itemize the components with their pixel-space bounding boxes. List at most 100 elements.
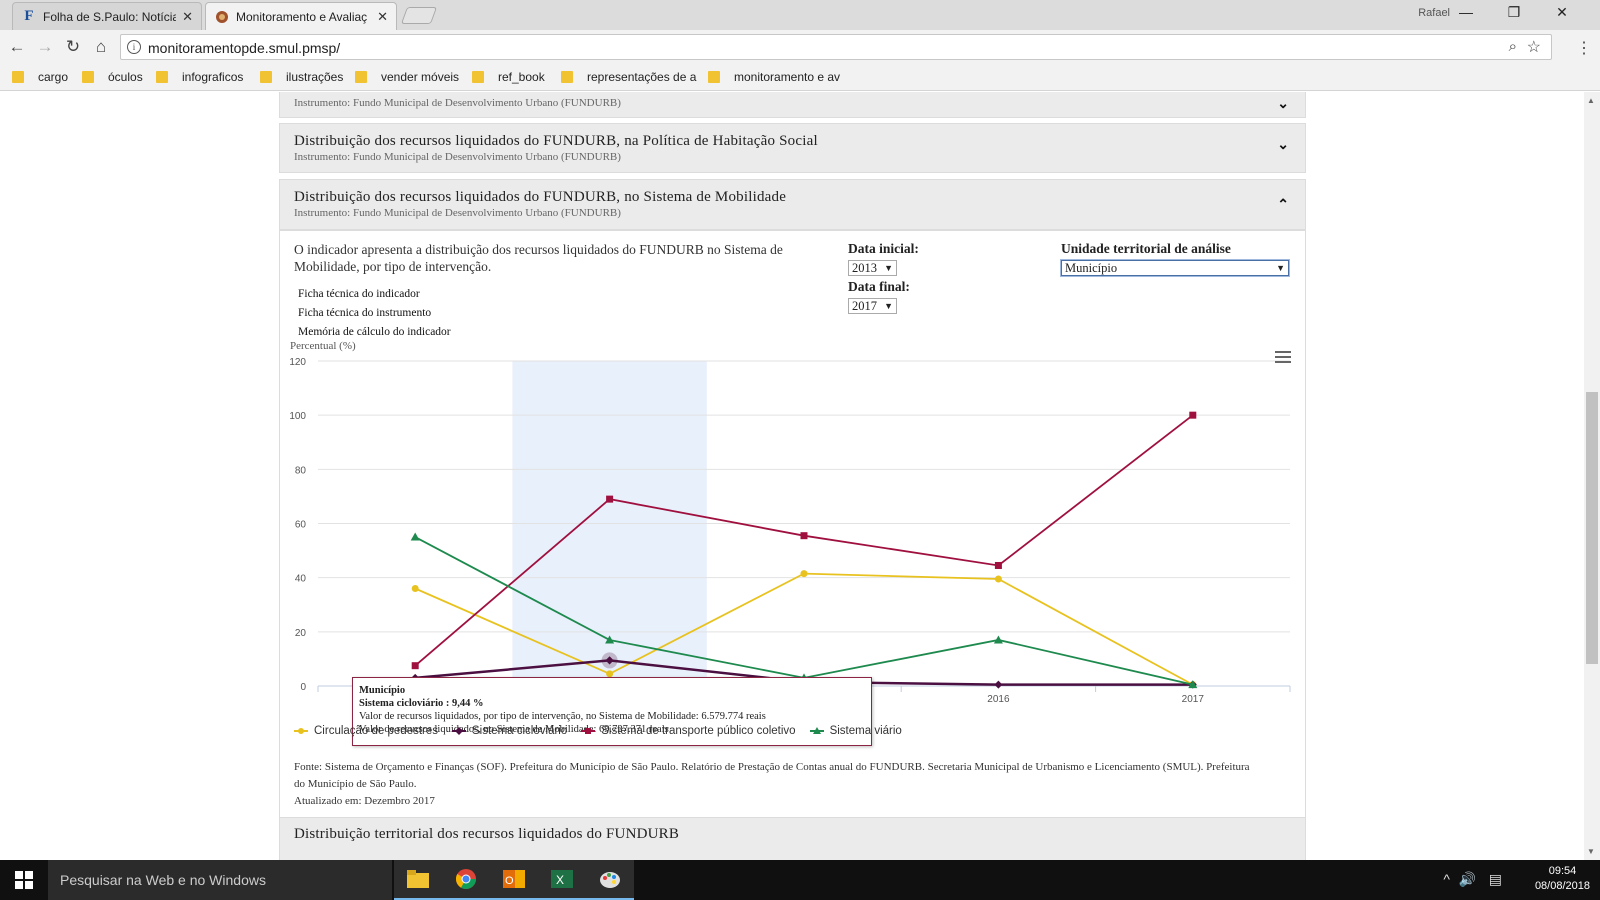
section-habitacao[interactable]: Distribuição dos recursos liquidados do … [279, 123, 1306, 173]
show-hidden-icons-icon[interactable]: ^ [1443, 871, 1450, 887]
close-tab-icon[interactable]: ✕ [182, 8, 193, 24]
windows-start-icon[interactable] [0, 860, 48, 900]
dropdown-arrow-icon: ▼ [884, 263, 893, 273]
link-memoria-calculo[interactable]: Memória de cálculo do indicador [298, 326, 451, 338]
bookmark-monitoramento[interactable]: monitoramento e av [708, 70, 840, 84]
outlook-icon[interactable]: O [490, 860, 538, 900]
page-content: Instrumento: Fundo Municipal de Desenvol… [0, 92, 1584, 860]
restore-icon[interactable]: ❐ [1507, 4, 1521, 20]
legend-label: Sistema cicloviário [472, 725, 568, 737]
system-clock[interactable]: 09:54 08/08/2018 [1535, 864, 1590, 894]
bookmark-infograficos[interactable]: infograficos [156, 70, 243, 84]
link-ficha-indicador[interactable]: Ficha técnica do indicador [298, 288, 420, 300]
section-mobilidade-header[interactable]: Distribuição dos recursos liquidados do … [279, 179, 1306, 230]
bookmark-cargo[interactable]: cargo [12, 70, 68, 84]
minimize-icon[interactable]: — [1459, 4, 1473, 20]
folder-icon [561, 71, 573, 83]
reload-icon[interactable]: ↻ [65, 37, 81, 56]
file-explorer-icon[interactable] [394, 860, 442, 900]
dropdown-arrow-icon: ▼ [1276, 263, 1285, 273]
x-tick-label: 2016 [987, 694, 1010, 705]
section-title[interactable]: Distribuição dos recursos liquidados do … [294, 133, 818, 149]
bookmark-ilustracoes[interactable]: ilustrações [260, 70, 343, 84]
page-scrollbar[interactable]: ▲ ▼ [1584, 92, 1600, 860]
section-mobilidade-panel: O indicador apresenta a distribuição dos… [279, 230, 1306, 820]
legend-item[interactable]: Sistema de transporte público coletivo [581, 725, 796, 737]
data-inicial-select[interactable]: 2013 ▼ [848, 260, 897, 276]
forward-arrow-icon[interactable]: → [36, 37, 54, 56]
data-point [1189, 411, 1197, 419]
select-value: Município [1065, 261, 1118, 275]
bookmark-oculos[interactable]: óculos [82, 70, 143, 84]
paint-icon[interactable] [586, 860, 634, 900]
chart-legend: Circulação de pedestres Sistema cicloviár… [294, 725, 902, 737]
volume-icon[interactable]: 🔊 [1458, 871, 1476, 887]
data-final-select[interactable]: 2017 ▼ [848, 298, 897, 314]
home-icon[interactable]: ⌂ [95, 37, 107, 56]
chart-menu-icon[interactable] [1275, 351, 1291, 363]
y-tick-label: 20 [295, 628, 307, 639]
chevron-up-icon[interactable]: ⌃ [1277, 196, 1289, 212]
tab-title: Folha de S.Paulo: Notícia [43, 9, 177, 24]
source-note: Fonte: Sistema de Orçamento e Finanças (… [294, 759, 1254, 810]
zoom-icon[interactable]: ⌕ [1508, 38, 1517, 55]
taskbar-search[interactable]: Pesquisar na Web e no Windows [48, 860, 392, 900]
folder-icon [82, 71, 94, 83]
chevron-down-icon[interactable]: ⌄ [1277, 136, 1289, 152]
browser-toolbar: ← → ↻ ⌂ i monitoramentopde.smul.pmsp/ ⌕ … [0, 30, 1600, 64]
profile-name[interactable]: Rafael [1418, 7, 1450, 19]
bookmark-vender-moveis[interactable]: vender móveis [355, 70, 459, 84]
legend-item[interactable]: Circulação de pedestres [294, 725, 438, 737]
y-tick-label: 100 [289, 411, 306, 422]
folder-icon [156, 71, 168, 83]
legend-marker-icon [294, 728, 308, 734]
link-ficha-instrumento[interactable]: Ficha técnica do instrumento [298, 307, 432, 319]
info-icon[interactable]: i [127, 40, 141, 54]
scroll-down-icon[interactable]: ▼ [1587, 847, 1595, 856]
chevron-down-icon[interactable]: ⌄ [1277, 95, 1289, 111]
tooltip-line1: Valor de recursos liquidados, por tipo d… [359, 711, 766, 722]
y-tick-label: 60 [295, 520, 307, 531]
section-territorial[interactable]: Distribuição territorial dos recursos li… [279, 817, 1306, 860]
data-point [411, 585, 419, 592]
data-point [411, 662, 419, 670]
close-window-icon[interactable]: ✕ [1556, 4, 1568, 20]
section-previous[interactable]: Instrumento: Fundo Municipal de Desenvol… [279, 92, 1306, 118]
bookmark-label: ref_book [498, 70, 545, 84]
address-bar[interactable]: i monitoramentopde.smul.pmsp/ ⌕ ☆ [120, 34, 1552, 60]
chrome-icon[interactable] [442, 860, 490, 900]
folder-icon [12, 71, 24, 83]
chrome-menu-icon[interactable]: ⋮ [1576, 40, 1592, 57]
legend-item[interactable]: Sistema viário [809, 725, 902, 737]
back-arrow-icon[interactable]: ← [8, 37, 26, 56]
data-point [606, 670, 614, 678]
data-point [605, 635, 615, 644]
notification-icon[interactable]: ▤ [1488, 871, 1502, 887]
bookmark-label: vender móveis [381, 70, 460, 84]
new-tab-button[interactable] [400, 7, 438, 24]
unidade-territorial-select[interactable]: Município ▼ [1061, 260, 1289, 276]
section-title[interactable]: Distribuição territorial dos recursos li… [294, 826, 680, 842]
svg-text:X: X [556, 873, 564, 887]
bookmark-label: monitoramento e av [734, 70, 841, 84]
bookmark-ref-book[interactable]: ref_book [472, 70, 545, 84]
section-title[interactable]: Distribuição dos recursos liquidados do … [294, 189, 787, 205]
mobility-line-chart[interactable]: Percentual (%)02040608010012020132014201… [280, 341, 1305, 721]
scrollbar-thumb[interactable] [1586, 392, 1598, 664]
url-text[interactable]: monitoramentopde.smul.pmsp/ [148, 40, 341, 56]
folha-favicon-icon: F [24, 8, 34, 24]
data-point [410, 532, 420, 541]
bookmark-star-icon[interactable]: ☆ [1526, 39, 1541, 56]
close-tab-icon[interactable]: ✕ [377, 8, 388, 24]
bookmark-label: ilustrações [286, 70, 344, 84]
bookmark-representacoes[interactable]: representações de a [561, 70, 696, 84]
legend-item[interactable]: Sistema cicloviário [452, 725, 567, 737]
tab-monitoramento[interactable]: Monitoramento e Avaliaç ✕ [205, 2, 397, 30]
tab-folha[interactable]: F Folha de S.Paulo: Notícia ✕ [12, 2, 202, 30]
source-text: Fonte: Sistema de Orçamento e Finanças (… [294, 761, 1250, 790]
indicator-description: O indicador apresenta a distribuição dos… [294, 242, 783, 274]
x-tick-label: 2017 [1182, 694, 1205, 705]
updated-text: Atualizado em: Dezembro 2017 [294, 795, 435, 807]
excel-icon[interactable]: X [538, 860, 586, 900]
scroll-up-icon[interactable]: ▲ [1587, 96, 1595, 105]
